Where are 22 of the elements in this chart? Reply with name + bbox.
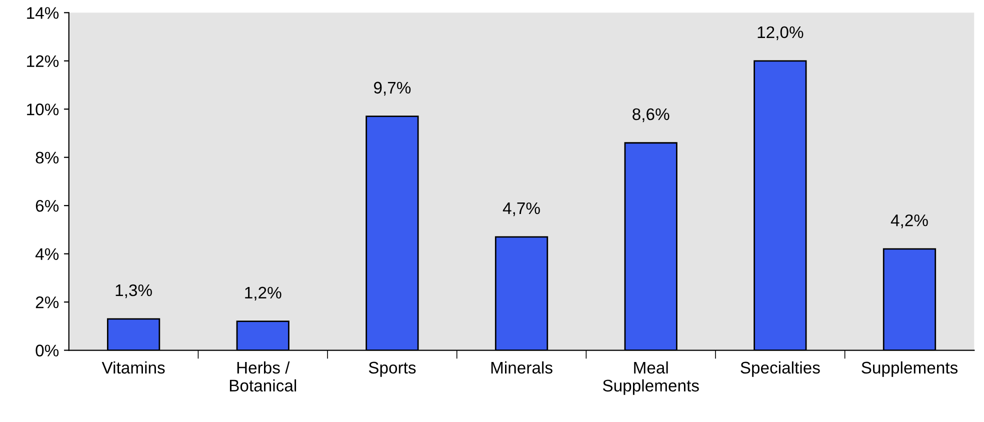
x-tick-label: Sports bbox=[368, 362, 416, 377]
y-tick-label: 6% bbox=[36, 200, 59, 212]
y-tick-label: 14% bbox=[27, 7, 59, 19]
data-label: 4,2% bbox=[890, 214, 928, 228]
y-tick-label: 12% bbox=[27, 55, 59, 68]
y-tick-label: 2% bbox=[36, 296, 59, 308]
x-tick-label: Meal Supplements bbox=[602, 361, 699, 395]
y-tick-label: 4% bbox=[35, 248, 59, 260]
y-tick-label: 0% bbox=[36, 344, 59, 356]
data-label: 9,7% bbox=[374, 82, 411, 96]
data-label: 8,6% bbox=[632, 108, 670, 122]
x-tick-label: Supplements bbox=[862, 361, 958, 377]
data-label: 1,2% bbox=[245, 286, 282, 301]
data-label: 1,3% bbox=[116, 284, 152, 298]
y-tick-label: 8% bbox=[36, 152, 59, 164]
data-label: 12,0% bbox=[758, 26, 804, 40]
y-tick-label: 10% bbox=[27, 104, 59, 116]
data-label: 4,7% bbox=[502, 202, 540, 216]
x-tick-label: Minerals bbox=[491, 361, 552, 374]
x-tick-label: Specialties bbox=[740, 361, 820, 377]
x-tick-label: Vitamins bbox=[102, 361, 165, 374]
x-tick-label: Herbs / Botanical bbox=[230, 361, 296, 392]
